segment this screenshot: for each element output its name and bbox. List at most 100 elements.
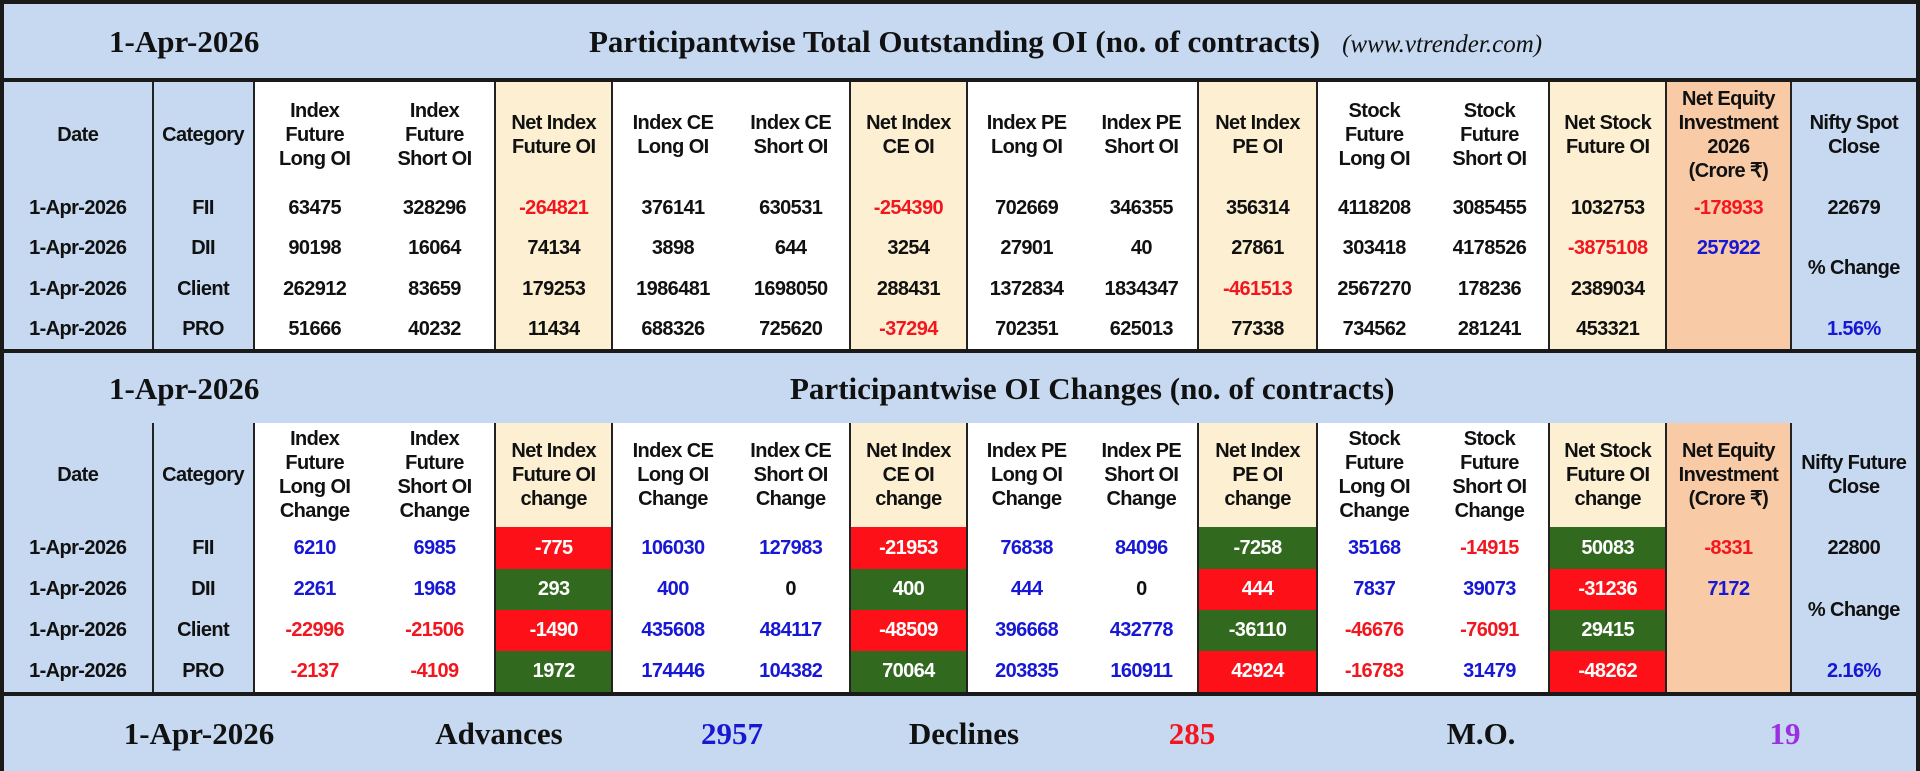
value-cell: 702351: [967, 308, 1086, 349]
value-cell: -461513: [1198, 268, 1318, 309]
value-cell: 328296: [374, 187, 497, 229]
value-cell: 84096: [1085, 527, 1200, 569]
value-cell: -775: [495, 527, 614, 569]
column-header: Stock Future Short OI: [1430, 82, 1551, 188]
column-header: Index CE Long OI Change: [612, 423, 733, 528]
source-url: (www.vtrender.com): [1342, 31, 1543, 58]
value-cell: 444: [1198, 568, 1318, 610]
value-cell: 40232: [374, 308, 497, 349]
value-cell: 16064: [374, 228, 497, 269]
value-cell: -76091: [1430, 609, 1551, 651]
value-cell: 400: [849, 568, 969, 610]
nifty-pct-change: 2.16%: [1790, 650, 1916, 692]
net-equity-cell: 7172: [1666, 568, 1792, 610]
mo-label: M.O.: [1446, 716, 1516, 751]
header-row: Date Category Index Future Long OI Index Fu…: [4, 82, 1916, 188]
value-cell: -16783: [1316, 650, 1431, 692]
category-cell: DII: [152, 228, 255, 269]
value-cell: 106030: [612, 527, 733, 569]
column-header: Net Stock Future OI: [1549, 82, 1668, 188]
column-header: Nifty Future Close: [1790, 423, 1916, 528]
value-cell: 281241: [1430, 308, 1551, 349]
value-cell: 63475: [253, 187, 375, 229]
date-cell: 1-Apr-2026: [4, 308, 154, 349]
column-header: Net Index CE OI change: [849, 423, 969, 528]
value-cell: -36110: [1198, 609, 1318, 651]
value-cell: 27901: [967, 228, 1086, 269]
column-header: Category: [152, 82, 255, 188]
value-cell: 4178526: [1430, 228, 1551, 269]
value-cell: 40: [1085, 228, 1200, 269]
declines-label: Declines: [908, 716, 1020, 751]
table-row: 1-Apr-2026 PRO -2137 -4109 1972 174446 104382 7…: [4, 650, 1916, 692]
value-cell: 400: [612, 568, 733, 610]
advances-label: Advances: [435, 716, 563, 751]
value-cell: 104382: [732, 650, 851, 692]
value-cell: 2389034: [1549, 268, 1668, 309]
value-cell: 2261: [253, 568, 375, 610]
date-cell: 1-Apr-2026: [4, 187, 154, 229]
value-cell: 630531: [732, 187, 851, 229]
value-cell: -254390: [849, 187, 969, 229]
date-cell: 1-Apr-2026: [4, 568, 154, 610]
net-equity-empty-cell: [1666, 609, 1792, 692]
column-header: Nifty Spot Close: [1790, 82, 1916, 188]
value-cell: 734562: [1316, 308, 1431, 349]
date-cell: 1-Apr-2026: [4, 228, 154, 269]
outstanding-oi-table: Date Category Index Future Long OI Index Fu…: [4, 82, 1916, 349]
changes-date: 1-Apr-2026: [109, 371, 260, 406]
column-header: Stock Future Long OI: [1316, 82, 1431, 188]
date-cell: 1-Apr-2026: [4, 268, 154, 309]
column-header: Index Future Long OI: [253, 82, 375, 188]
table-row: 1-Apr-2026 PRO 51666 40232 11434 688326 725620…: [4, 308, 1916, 349]
column-header: Index PE Long OI: [967, 82, 1086, 188]
value-cell: -37294: [849, 308, 969, 349]
column-header: Index Future Short OI: [374, 82, 497, 188]
value-cell: -22996: [253, 609, 375, 651]
table-row: 1-Apr-2026 DII 90198 16064 74134 3898 644 3254 2…: [4, 228, 1916, 309]
value-cell: 160911: [1085, 650, 1200, 692]
value-cell: -48509: [849, 609, 969, 651]
value-cell: 356314: [1198, 187, 1318, 229]
column-header: Stock Future Short OI Change: [1430, 423, 1551, 528]
declines-value: 285: [1168, 716, 1216, 751]
column-header: Index Future Long OI Change: [253, 423, 375, 528]
value-cell: 435608: [612, 609, 733, 651]
value-cell: 1698050: [732, 268, 851, 309]
value-cell: 11434: [495, 308, 614, 349]
value-cell: 74134: [495, 228, 614, 269]
value-cell: -21953: [849, 527, 969, 569]
category-cell: Client: [152, 268, 255, 309]
value-cell: 3085455: [1430, 187, 1551, 229]
value-cell: 127983: [732, 527, 851, 569]
column-header: Net Index PE OI: [1198, 82, 1318, 188]
column-header: Index CE Long OI: [612, 82, 733, 188]
breadth-footer: 1-Apr-2026 Advances 2957 Declines 285 M.…: [4, 692, 1916, 771]
column-header: Index PE Short OI: [1085, 82, 1200, 188]
column-header: Index PE Long OI Change: [967, 423, 1086, 528]
nifty-pct-label: % Change: [1790, 228, 1916, 309]
value-cell: 444: [967, 568, 1086, 610]
value-cell: 70064: [849, 650, 969, 692]
advances-value: 2957: [701, 716, 763, 751]
table-row: 1-Apr-2026 FII 6210 6985 -775 106030 127983 -21…: [4, 527, 1916, 569]
category-cell: Client: [152, 609, 255, 651]
date-cell: 1-Apr-2026: [4, 527, 154, 569]
value-cell: 2567270: [1316, 268, 1431, 309]
value-cell: 27861: [1198, 228, 1318, 269]
value-cell: 42924: [1198, 650, 1318, 692]
net-equity-empty-cell: [1666, 268, 1792, 349]
nifty-pct-label: % Change: [1790, 568, 1916, 651]
value-cell: -31236: [1549, 568, 1668, 610]
value-cell: -4109: [374, 650, 497, 692]
column-header: Net Index Future OI: [495, 82, 614, 188]
value-cell: 3254: [849, 228, 969, 269]
value-cell: 203835: [967, 650, 1086, 692]
value-cell: 288431: [849, 268, 969, 309]
category-cell: PRO: [152, 308, 255, 349]
value-cell: 346355: [1085, 187, 1200, 229]
value-cell: 484117: [732, 609, 851, 651]
category-cell: FII: [152, 187, 255, 229]
value-cell: 725620: [732, 308, 851, 349]
